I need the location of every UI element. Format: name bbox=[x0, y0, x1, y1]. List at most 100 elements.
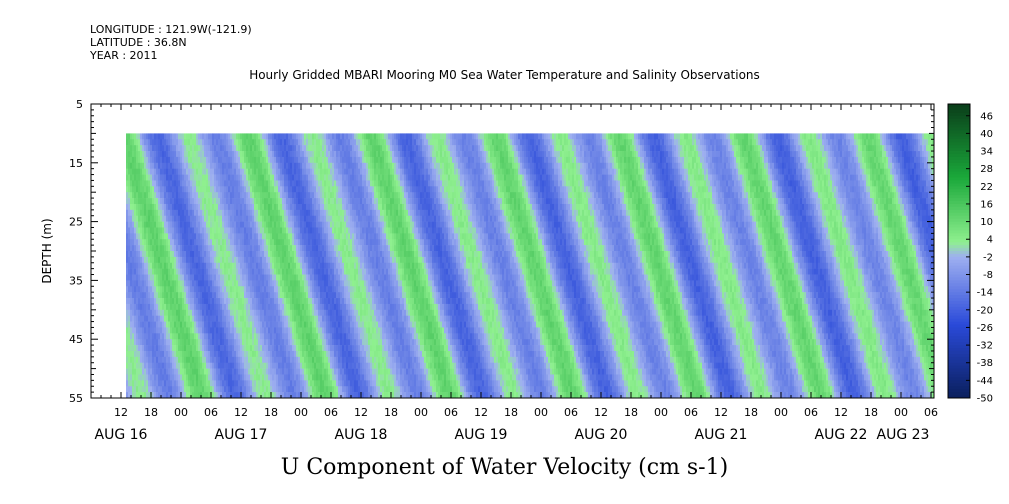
heatmap-cell bbox=[334, 198, 337, 205]
heatmap-cell bbox=[170, 151, 173, 158]
heatmap-cell bbox=[162, 162, 165, 169]
heatmap-cell bbox=[290, 156, 293, 164]
heatmap-cell bbox=[190, 209, 193, 217]
heatmap-cell bbox=[272, 339, 275, 346]
heatmap-cell bbox=[202, 245, 205, 252]
heatmap-cell bbox=[286, 280, 289, 287]
heatmap-cell bbox=[140, 274, 143, 281]
heatmap-cell bbox=[288, 162, 291, 169]
heatmap-cell bbox=[314, 362, 317, 369]
heatmap-cell bbox=[308, 168, 311, 175]
heatmap-cell bbox=[322, 380, 325, 387]
heatmap-cell bbox=[158, 198, 161, 205]
heatmap-cell bbox=[150, 215, 153, 222]
heatmap-cell bbox=[236, 268, 239, 275]
heatmap-cell bbox=[186, 186, 189, 193]
heatmap-cell bbox=[184, 292, 187, 299]
heatmap-cell bbox=[184, 168, 187, 175]
heatmap-cell bbox=[298, 198, 301, 205]
heatmap-cell bbox=[234, 239, 237, 246]
heatmap-cell bbox=[198, 239, 201, 246]
heatmap-cell bbox=[190, 174, 193, 181]
heatmap-cell bbox=[140, 209, 143, 217]
heatmap-cell bbox=[180, 280, 183, 287]
heatmap-cell bbox=[210, 268, 213, 275]
heatmap-cell bbox=[130, 256, 133, 264]
heatmap-cell bbox=[154, 168, 157, 175]
heatmap-cell bbox=[342, 162, 345, 169]
heatmap-cell bbox=[242, 215, 245, 222]
heatmap-cell bbox=[234, 192, 237, 199]
heatmap-cell bbox=[208, 198, 211, 205]
heatmap-cell bbox=[140, 309, 143, 316]
heatmap-cell bbox=[214, 221, 217, 228]
heatmap-cell bbox=[206, 350, 209, 358]
heatmap-cell bbox=[128, 145, 131, 152]
heatmap-cell bbox=[250, 327, 253, 334]
heatmap-cell bbox=[130, 215, 133, 222]
heatmap-cell bbox=[266, 186, 269, 193]
heatmap-cell bbox=[340, 227, 343, 234]
heatmap-cell bbox=[338, 233, 341, 240]
heatmap-cell bbox=[254, 192, 257, 199]
heatmap-cell bbox=[282, 162, 285, 169]
heatmap-cell bbox=[220, 186, 223, 193]
heatmap-cell bbox=[254, 145, 257, 152]
heatmap-cell bbox=[272, 180, 275, 187]
heatmap-cell bbox=[236, 162, 239, 169]
heatmap-cell bbox=[294, 345, 297, 352]
heatmap-cell bbox=[166, 380, 169, 387]
heatmap-cell bbox=[314, 350, 317, 358]
heatmap-cell bbox=[330, 215, 333, 222]
heatmap-cell bbox=[340, 374, 343, 381]
heatmap-cell bbox=[242, 356, 245, 364]
heatmap-cell bbox=[234, 298, 237, 305]
heatmap-cell bbox=[154, 327, 157, 334]
heatmap-cell bbox=[314, 262, 317, 269]
heatmap-cell bbox=[318, 298, 321, 305]
heatmap-cell bbox=[312, 327, 315, 334]
heatmap-cell bbox=[236, 392, 239, 398]
heatmap-cell bbox=[272, 209, 275, 217]
heatmap-cell bbox=[192, 356, 195, 364]
heatmap-cell bbox=[334, 262, 337, 269]
heatmap-cell bbox=[320, 209, 323, 217]
heatmap-cell bbox=[134, 303, 137, 311]
heatmap-cell bbox=[238, 380, 241, 387]
heatmap-cell bbox=[338, 221, 341, 228]
heatmap-cell bbox=[180, 339, 183, 346]
heatmap-cell bbox=[320, 156, 323, 164]
heatmap-cell bbox=[344, 380, 347, 387]
heatmap-cell bbox=[310, 339, 313, 346]
heatmap-cell bbox=[188, 239, 191, 246]
heatmap-cell bbox=[252, 345, 255, 352]
heatmap-cell bbox=[232, 180, 235, 187]
heatmap-cell bbox=[338, 203, 341, 211]
heatmap-cell bbox=[138, 339, 141, 346]
heatmap-cell bbox=[258, 268, 261, 275]
heatmap-cell bbox=[200, 215, 203, 222]
heatmap-cell bbox=[292, 168, 295, 175]
heatmap-cell bbox=[232, 168, 235, 175]
heatmap-cell bbox=[190, 268, 193, 275]
heatmap-cell bbox=[172, 221, 175, 228]
heatmap-cell bbox=[128, 215, 131, 222]
heatmap-cell bbox=[248, 339, 251, 346]
heatmap-cell bbox=[232, 256, 235, 264]
heatmap-cell bbox=[142, 186, 145, 193]
heatmap-cell bbox=[158, 209, 161, 217]
heatmap-cell bbox=[196, 309, 199, 316]
heatmap-cell bbox=[290, 333, 293, 340]
heatmap-cell bbox=[186, 356, 189, 364]
heatmap-cell bbox=[138, 186, 141, 193]
heatmap-cell bbox=[304, 286, 307, 293]
heatmap-cell bbox=[334, 298, 337, 305]
heatmap-cell bbox=[150, 233, 153, 240]
heatmap-cell bbox=[342, 309, 345, 316]
heatmap-cell bbox=[258, 174, 261, 181]
heatmap-cell bbox=[262, 203, 265, 211]
heatmap-cell bbox=[268, 192, 271, 199]
heatmap-cell bbox=[294, 215, 297, 222]
heatmap-cell bbox=[156, 356, 159, 364]
heatmap-cell bbox=[144, 386, 147, 393]
